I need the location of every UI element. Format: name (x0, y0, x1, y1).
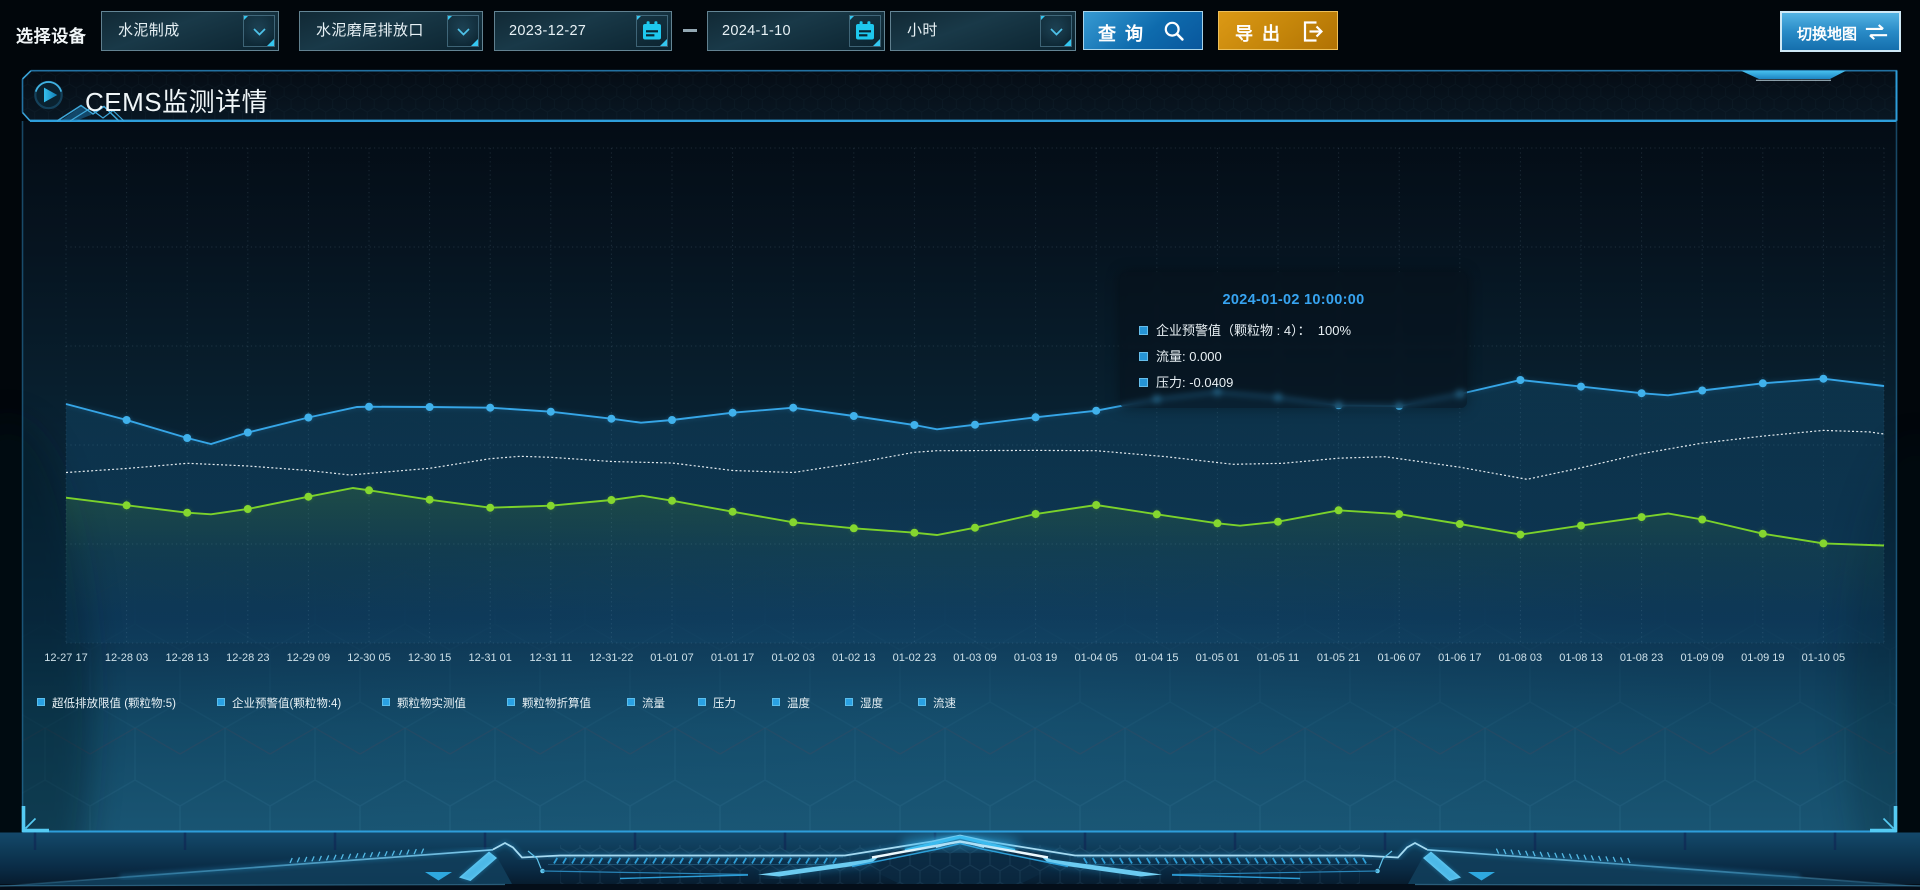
svg-text:12-30 05: 12-30 05 (347, 652, 390, 664)
svg-text:01-05 11: 01-05 11 (1257, 652, 1300, 664)
svg-text:01-01 17: 01-01 17 (711, 652, 754, 664)
svg-text:12-29 09: 12-29 09 (287, 652, 330, 664)
svg-text:12-28 03: 12-28 03 (105, 652, 148, 664)
svg-text:01-01 07: 01-01 07 (650, 652, 693, 664)
svg-text:01-10 05: 01-10 05 (1802, 652, 1845, 664)
svg-text:01-06 07: 01-06 07 (1377, 652, 1420, 664)
svg-text:01-09 09: 01-09 09 (1680, 652, 1723, 664)
svg-text:12-31 11: 12-31 11 (529, 652, 572, 664)
svg-text:01-08 23: 01-08 23 (1620, 652, 1663, 664)
svg-text:12-31-22: 12-31-22 (589, 652, 633, 664)
svg-text:01-02 13: 01-02 13 (832, 652, 875, 664)
svg-text:01-04 05: 01-04 05 (1074, 652, 1117, 664)
svg-text:01-08 13: 01-08 13 (1559, 652, 1602, 664)
svg-text:01-02 03: 01-02 03 (771, 652, 814, 664)
svg-text:12-28 13: 12-28 13 (165, 652, 208, 664)
svg-text:12-31 01: 12-31 01 (468, 652, 511, 664)
svg-text:01-08 03: 01-08 03 (1499, 652, 1542, 664)
svg-text:01-06 17: 01-06 17 (1438, 652, 1481, 664)
svg-text:01-09 19: 01-09 19 (1741, 652, 1784, 664)
svg-text:01-03 09: 01-03 09 (953, 652, 996, 664)
svg-text:01-03 19: 01-03 19 (1014, 652, 1057, 664)
svg-text:01-04 15: 01-04 15 (1135, 652, 1178, 664)
svg-text:01-02 23: 01-02 23 (893, 652, 936, 664)
svg-text:12-27 17: 12-27 17 (44, 652, 87, 664)
svg-text:01-05 01: 01-05 01 (1196, 652, 1239, 664)
svg-text:12-30 15: 12-30 15 (408, 652, 451, 664)
svg-text:12-28 23: 12-28 23 (226, 652, 269, 664)
svg-text:01-05 21: 01-05 21 (1317, 652, 1360, 664)
